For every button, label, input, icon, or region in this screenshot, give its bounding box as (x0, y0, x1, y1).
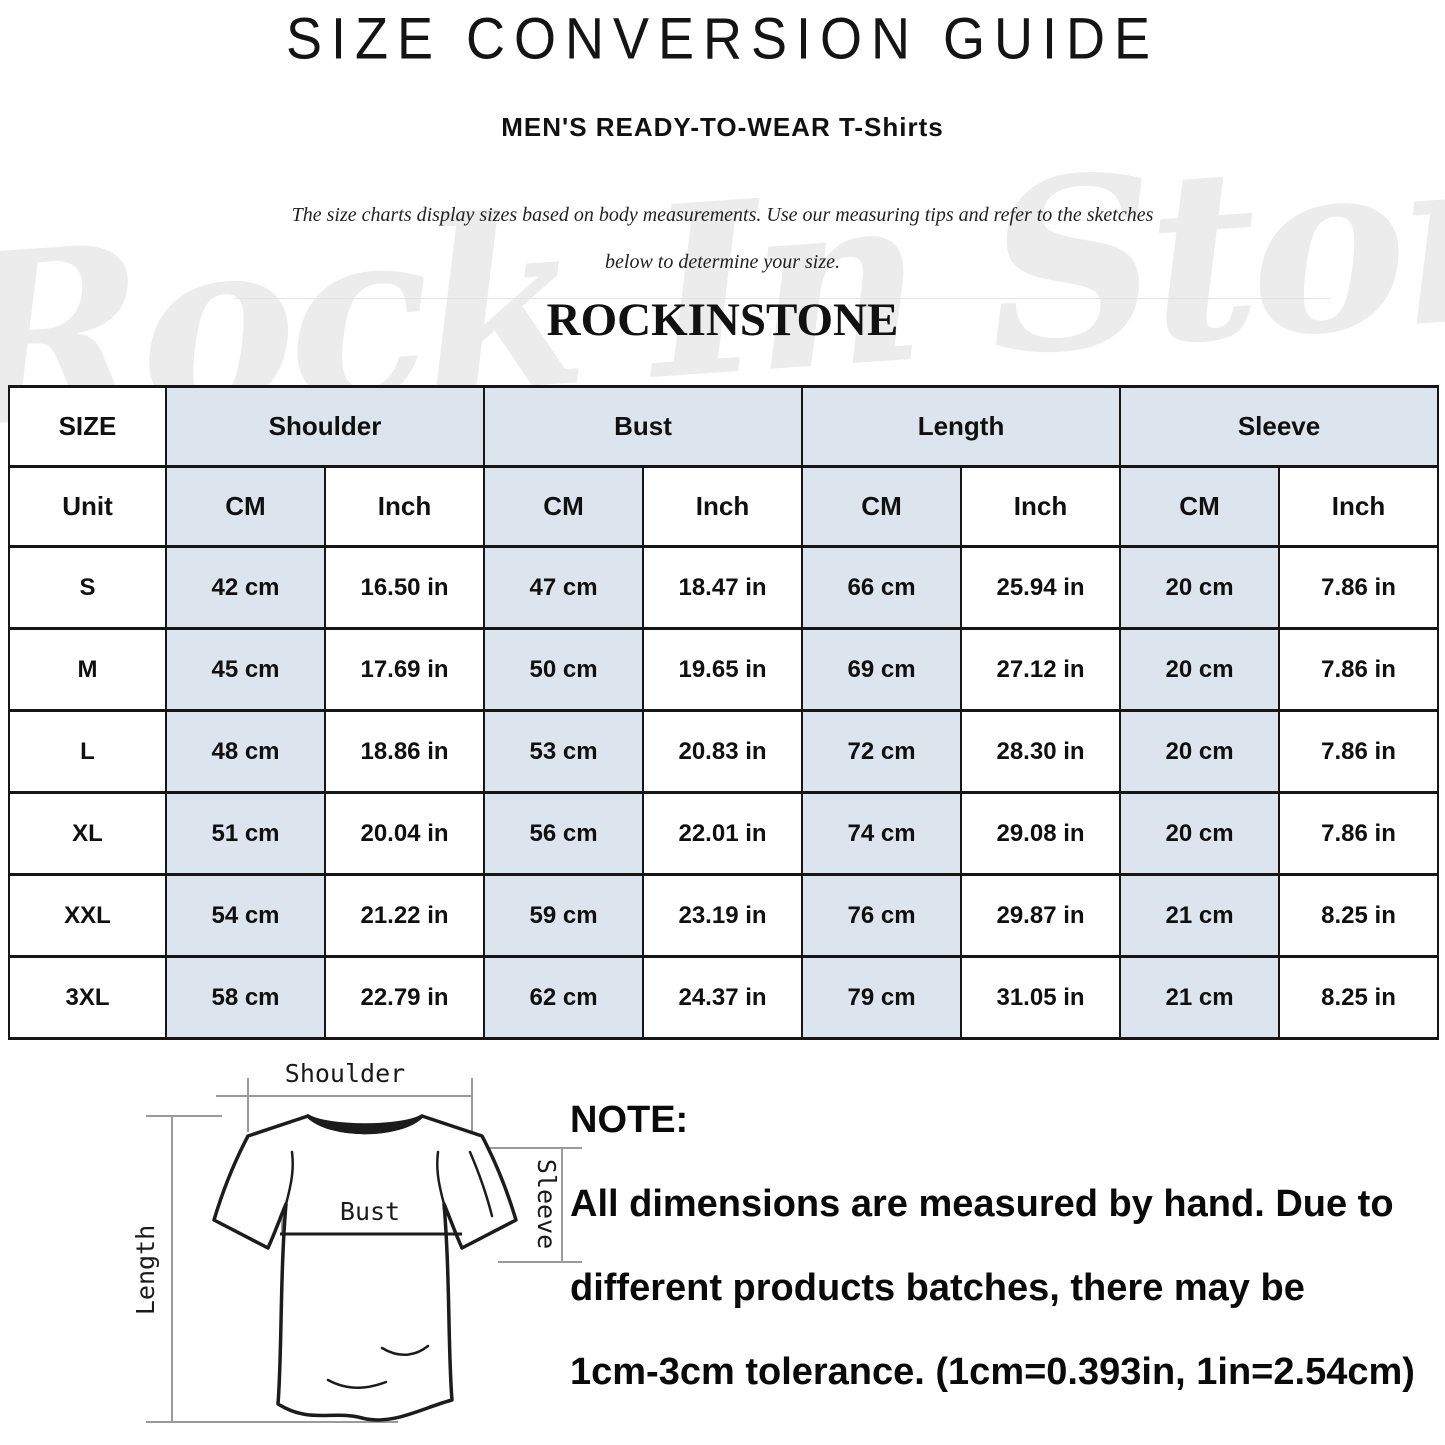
inch-cell: 17.69 in (323, 627, 486, 712)
inch-cell: 29.08 in (960, 791, 1122, 876)
table-row: S 42 cm 16.50 in 47 cm 18.47 in 66 cm 25.94 in… (8, 545, 1440, 630)
group-header-cell: Shoulder (164, 385, 486, 468)
table-row: L 48 cm 18.86 in 53 cm 20.83 in 72 cm 28.30 in… (8, 709, 1440, 794)
cm-cell: 20 cm (1119, 627, 1281, 712)
inch-cell: 21.22 in (323, 873, 486, 958)
sleeve-label: Sleeve (532, 1159, 561, 1249)
size-cell: S (8, 545, 167, 630)
cm-cell: 20 cm (1119, 791, 1281, 876)
inch-cell: 7.86 in (1278, 545, 1440, 630)
inch-cell: 23.19 in (642, 873, 804, 958)
size-header-cell: SIZE (8, 385, 167, 468)
inch-cell: 7.86 in (1278, 709, 1440, 794)
inch-cell: 29.87 in (960, 873, 1122, 958)
cm-cell: 74 cm (801, 791, 963, 876)
tshirt-outline (212, 1114, 518, 1422)
inch-cell: 24.37 in (642, 955, 804, 1040)
cm-cell: 72 cm (801, 709, 963, 794)
inch-cell: 18.86 in (323, 709, 486, 794)
inch-header-cell: Inch (960, 465, 1122, 548)
cm-cell: 45 cm (165, 627, 326, 712)
inch-cell: 7.86 in (1278, 791, 1440, 876)
cm-cell: 20 cm (1119, 709, 1281, 794)
cm-cell: 54 cm (165, 873, 326, 958)
cm-header-cell: CM (165, 465, 326, 548)
cm-cell: 21 cm (1119, 955, 1281, 1040)
inch-cell: 25.94 in (960, 545, 1122, 630)
cm-cell: 20 cm (1119, 545, 1281, 630)
inch-cell: 18.47 in (642, 545, 804, 630)
note-heading: NOTE: (570, 1099, 689, 1141)
inch-header-cell: Inch (642, 465, 804, 548)
table-row: XL 51 cm 20.04 in 56 cm 22.01 in 74 cm 29.08 i… (8, 791, 1440, 876)
unit-label-cell: Unit (8, 465, 167, 548)
group-header-cell: Sleeve (1119, 385, 1440, 468)
inch-cell: 16.50 in (323, 545, 486, 630)
page-subtitle: MEN'S READY-TO-WEAR T-Shirts (501, 112, 944, 142)
cm-cell: 48 cm (165, 709, 326, 794)
divider-line (235, 298, 1330, 299)
table-row: 3XL 58 cm 22.79 in 62 cm 24.37 in 79 cm 31.05 … (8, 955, 1440, 1040)
inch-cell: 19.65 in (642, 627, 804, 712)
table-header-row: SIZE Shoulder Bust Length Sleeve (8, 385, 1440, 468)
cm-cell: 58 cm (165, 955, 326, 1040)
bust-label: Bust (340, 1197, 400, 1226)
group-header-cell: Length (801, 385, 1122, 468)
table-row: XXL 54 cm 21.22 in 59 cm 23.19 in 76 cm 29.87 … (8, 873, 1440, 958)
size-conversion-table: SIZE Shoulder Bust Length Sleeve Unit CM Inch CM… (8, 385, 1440, 1040)
inch-cell: 20.04 in (323, 791, 486, 876)
cm-cell: 53 cm (483, 709, 645, 794)
cm-cell: 69 cm (801, 627, 963, 712)
cm-cell: 79 cm (801, 955, 963, 1040)
cm-cell: 50 cm (483, 627, 645, 712)
cm-cell: 66 cm (801, 545, 963, 630)
length-label: Length (131, 1225, 160, 1315)
cm-cell: 59 cm (483, 873, 645, 958)
size-table-body: SIZE Shoulder Bust Length Sleeve Unit CM Inch CM… (8, 385, 1440, 1040)
inch-cell: 27.12 in (960, 627, 1122, 712)
note-line-2: different products batches, there may be (570, 1267, 1305, 1309)
inch-cell: 22.01 in (642, 791, 804, 876)
brand-name: ROCKINSTONE (546, 294, 899, 346)
description-line-2: below to determine your size. (605, 251, 840, 273)
page-description: The size charts display sizes based on b… (0, 192, 1445, 286)
cm-cell: 62 cm (483, 955, 645, 1040)
cm-cell: 42 cm (165, 545, 326, 630)
inch-cell: 7.86 in (1278, 627, 1440, 712)
size-cell: L (8, 709, 167, 794)
inch-cell: 20.83 in (642, 709, 804, 794)
cm-header-cell: CM (1119, 465, 1281, 548)
note-line-3: 1cm-3cm tolerance. (1cm=0.393in, 1in=2.5… (570, 1351, 1415, 1393)
shoulder-label: Shoulder (285, 1059, 405, 1088)
cm-header-cell: CM (483, 465, 645, 548)
inch-cell: 8.25 in (1278, 955, 1440, 1040)
inch-cell: 28.30 in (960, 709, 1122, 794)
size-cell: XXL (8, 873, 167, 958)
size-cell: M (8, 627, 167, 712)
inch-cell: 22.79 in (323, 955, 486, 1040)
cm-cell: 76 cm (801, 873, 963, 958)
inch-cell: 8.25 in (1278, 873, 1440, 958)
size-cell: 3XL (8, 955, 167, 1040)
inch-cell: 31.05 in (960, 955, 1122, 1040)
table-row: M 45 cm 17.69 in 50 cm 19.65 in 69 cm 27.12 in… (8, 627, 1440, 712)
cm-cell: 21 cm (1119, 873, 1281, 958)
page-title: SIZE CONVERSION GUIDE (285, 6, 1160, 72)
tshirt-diagram: Shoulder Bust Length Sleeve (131, 1059, 582, 1423)
inch-header-cell: Inch (323, 465, 486, 548)
cm-cell: 51 cm (165, 791, 326, 876)
group-header-cell: Bust (483, 385, 804, 468)
note-block: NOTE: All dimensions are measured by han… (570, 1078, 1442, 1414)
cm-header-cell: CM (801, 465, 963, 548)
inch-header-cell: Inch (1278, 465, 1440, 548)
size-cell: XL (8, 791, 167, 876)
cm-cell: 47 cm (483, 545, 645, 630)
table-unit-row: Unit CM Inch CM Inch CM Inch CM Inch (8, 465, 1440, 548)
description-line-1: The size charts display sizes based on b… (291, 204, 1154, 226)
note-line-1: All dimensions are measured by hand. Due… (570, 1183, 1394, 1225)
cm-cell: 56 cm (483, 791, 645, 876)
